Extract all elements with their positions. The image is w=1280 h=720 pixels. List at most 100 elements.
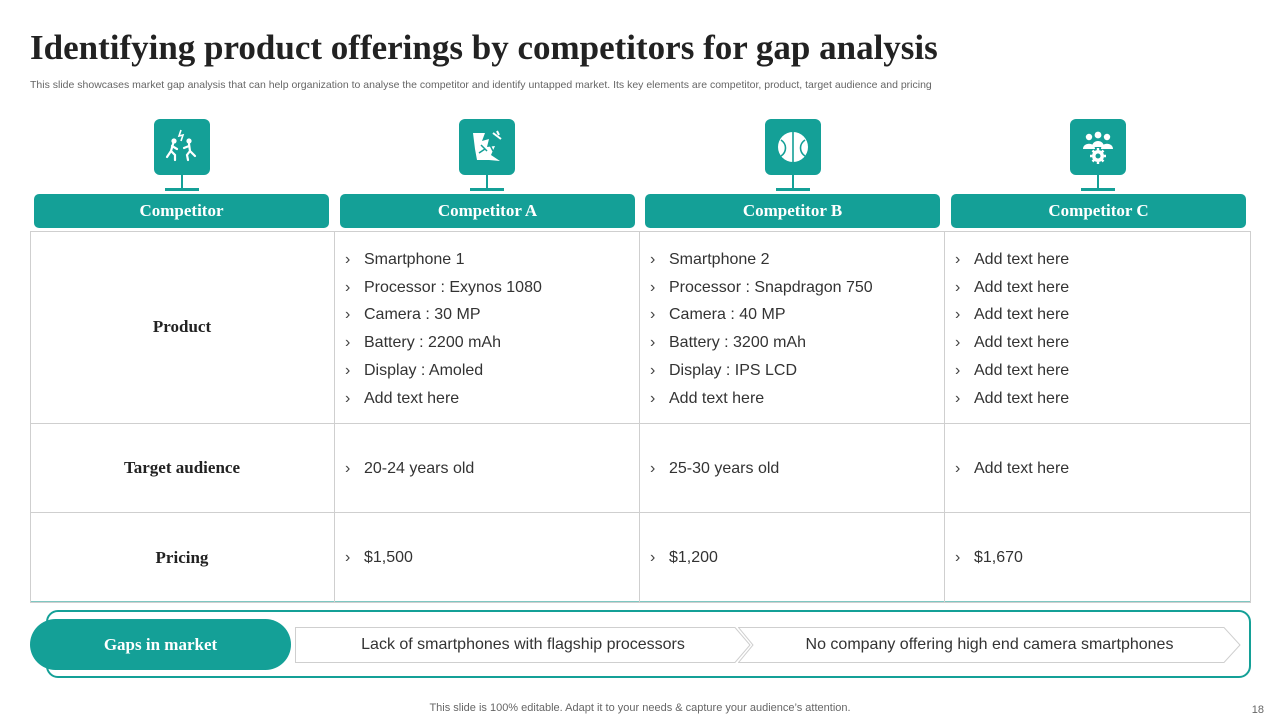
bullet-chevron-icon: › [650,278,656,296]
competition-icon-badge [154,119,210,193]
list-item: › Battery : 3200 mAh [650,329,873,357]
list-item: › Add text here [955,301,1069,329]
list-item: › Camera : 40 MP [650,301,873,329]
list-item: › Add text here [345,385,542,413]
bullet-chevron-icon: › [345,549,351,566]
list-item-text: Add text here [974,251,1070,268]
bullet-chevron-icon: › [345,278,351,296]
bullet-chevron-icon: › [650,549,656,566]
list-item-text: Add text here [974,389,1070,407]
bullet-chevron-icon: › [955,389,961,407]
bullet-chevron-icon: › [955,251,961,268]
list-item-text: Add text here [974,460,1070,477]
gap-item-1: Lack of smartphones with flagship proces… [295,627,751,663]
list-item-text: Add text here [974,306,1070,324]
list-item-text: Display : Amoled [364,361,484,379]
bullet-chevron-icon: › [955,460,961,477]
row-label-pricing: Pricing [30,513,335,602]
list-item-text: Battery : 2200 mAh [364,334,501,352]
list-item-text: Add text here [974,278,1070,296]
list-item: › Add text here [955,274,1069,302]
column-header-competitor: Competitor [34,194,329,228]
pricing-cell-b: › $1,200 [640,513,945,602]
pricing-cell-c: › $1,670 [945,513,1251,602]
audience-list-c: › Add text here [955,455,1069,483]
bullet-chevron-icon: › [345,334,351,352]
bullet-chevron-icon: › [650,334,656,352]
column-header-competitor-a: Competitor A [340,194,635,228]
product-list-c: › Add text here › Add text here › Add text he… [955,246,1069,412]
product-list-a: › Smartphone 1 › Processor : Exynos 1080 › Ca… [345,246,542,412]
list-item: › 25-30 years old [650,455,779,483]
list-item-text: Add text here [974,334,1070,352]
bullet-chevron-icon: › [650,361,656,379]
list-item-text: Processor : Snapdragon 750 [669,278,873,296]
list-item: › Add text here [955,357,1069,385]
bullet-chevron-icon: › [650,306,656,324]
slide-title: Identifying product offerings by competi… [30,28,938,67]
list-item: › $1,500 [345,544,413,572]
page-number: 18 [1251,704,1264,716]
list-item-text: Add text here [974,361,1070,379]
list-item: › 20-24 years old [345,455,474,483]
list-item: › Add text here [650,385,873,413]
list-item-text: Add text here [364,389,460,407]
list-item: › Add text here [955,329,1069,357]
gap-item-2: No company offering high end camera smar… [738,627,1241,663]
list-item: › Processor : Exynos 1080 [345,274,542,302]
list-item: › Display : IPS LCD [650,357,873,385]
list-item-text: Display : IPS LCD [669,361,798,379]
column-header-competitor-c: Competitor C [951,194,1246,228]
team-gear-icon [1083,131,1113,164]
broken-glass-icon-badge [459,119,515,193]
column-header-competitor-b: Competitor B [645,194,940,228]
broken-glass-icon [473,130,502,161]
list-item-text: Camera : 30 MP [364,306,481,324]
bullet-chevron-icon: › [345,389,351,407]
list-item-text: $1,500 [364,549,413,566]
row-label-target-audience: Target audience [30,424,335,513]
bullet-chevron-icon: › [955,334,961,352]
list-item-text: Smartphone 2 [669,251,770,268]
list-item-text: Add text here [669,389,765,407]
list-item: › Add text here [955,246,1069,274]
gap-item-2-text: No company offering high end camera smar… [805,636,1174,653]
bullet-chevron-icon: › [955,306,961,324]
list-item: › $1,670 [955,544,1023,572]
audience-cell-a: › 20-24 years old [335,424,640,513]
pricing-list-c: › $1,670 [955,544,1023,572]
list-item-text: Processor : Exynos 1080 [364,278,542,296]
bullet-chevron-icon: › [955,278,961,296]
list-item-text: $1,200 [669,549,718,566]
team-gear-icon-badge [1070,119,1126,193]
product-list-b: › Smartphone 2 › Processor : Snapdragon 750… [650,246,873,412]
audience-cell-c: › Add text here [945,424,1251,513]
list-item: › Processor : Snapdragon 750 [650,274,873,302]
list-item: › Display : Amoled [345,357,542,385]
ball-icon [778,132,808,162]
bullet-chevron-icon: › [345,306,351,324]
footer-note: This slide is 100% editable. Adapt it to… [429,702,851,714]
list-item-text: 25-30 years old [669,460,780,477]
list-item-text: Camera : 40 MP [669,306,786,324]
list-item-text: Smartphone 1 [364,251,465,268]
bullet-chevron-icon: › [345,460,351,477]
bullet-chevron-icon: › [345,361,351,379]
slide-subtitle: This slide showcases market gap analysis… [30,79,932,91]
ball-icon-badge [765,119,821,193]
list-item: › Battery : 2200 mAh [345,329,542,357]
row-label-product: Product [30,231,335,424]
list-item: › Smartphone 1 [345,246,542,274]
product-cell-c: › Add text here › Add text here › Add text he… [945,231,1251,424]
list-item: › Add text here [955,455,1069,483]
audience-list-b: › 25-30 years old [650,455,779,483]
pricing-list-b: › $1,200 [650,544,718,572]
comparison-table: Product › Smartphone 1 › Processor : Exynos… [30,231,1251,603]
pricing-list-a: › $1,500 [345,544,413,572]
list-item-text: $1,670 [974,549,1023,566]
list-item: › Smartphone 2 [650,246,873,274]
audience-list-a: › 20-24 years old [345,455,474,483]
gap-item-1-text: Lack of smartphones with flagship proces… [361,636,685,653]
list-item-text: 20-24 years old [364,460,475,477]
bullet-chevron-icon: › [650,460,656,477]
